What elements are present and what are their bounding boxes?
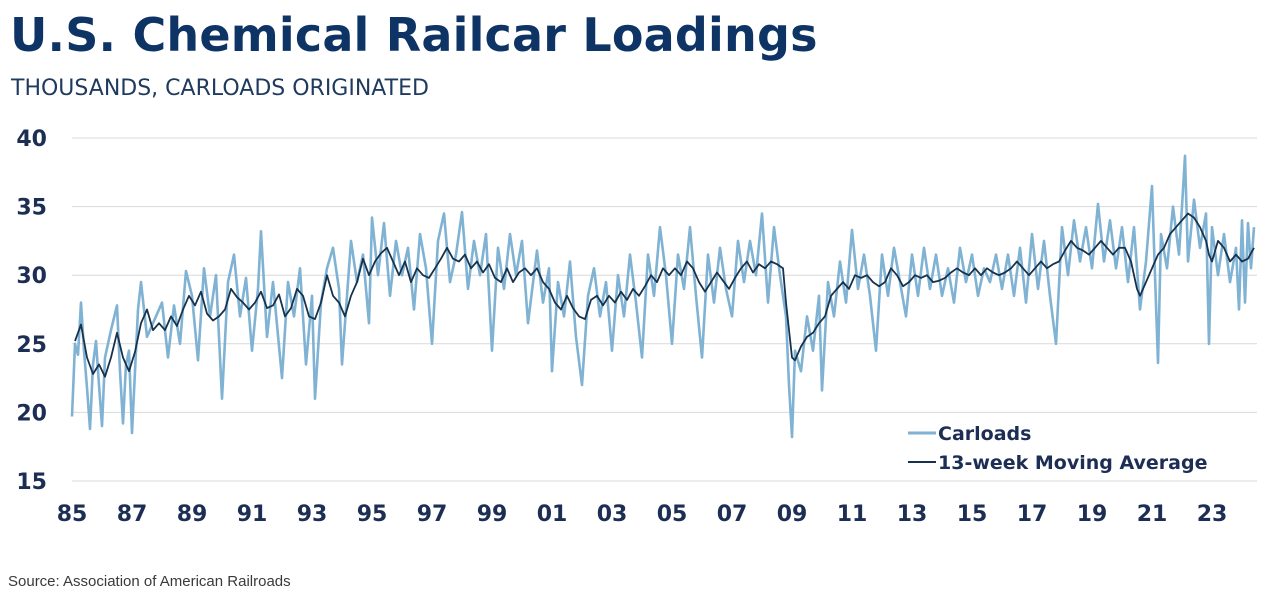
x-tick-label: 93 xyxy=(297,502,328,527)
x-tick-label: 03 xyxy=(597,502,628,527)
x-tick-label: 09 xyxy=(777,502,808,527)
x-tick-label: 99 xyxy=(477,502,508,527)
x-tick-label: 91 xyxy=(237,502,268,527)
y-tick-label: 20 xyxy=(16,401,47,426)
x-tick-label: 89 xyxy=(177,502,208,527)
series-lines xyxy=(70,154,1256,439)
x-tick-label: 97 xyxy=(417,502,448,527)
x-tick-label: 01 xyxy=(537,502,568,527)
x-tick-label: 21 xyxy=(1137,502,1168,527)
source-note: Source: Association of American Railroad… xyxy=(8,573,291,590)
y-tick-label: 40 xyxy=(16,127,47,152)
x-tick-label: 23 xyxy=(1197,502,1228,527)
x-tick-label: 15 xyxy=(957,502,988,527)
x-tick-label: 19 xyxy=(1077,502,1108,527)
x-axis-ticks: 85 87 89 91 93 95 97 99 01 03 05 07 09 11 13 15 17 19 21 23 xyxy=(57,502,1228,527)
x-tick-label: 13 xyxy=(897,502,928,527)
x-tick-label: 11 xyxy=(837,502,868,527)
y-tick-label: 15 xyxy=(16,470,47,495)
y-tick-label: 30 xyxy=(16,264,47,289)
legend-label-moving-average: 13-week Moving Average xyxy=(938,452,1207,474)
legend: Carloads 13-week Moving Average xyxy=(908,423,1207,474)
legend-label-carloads: Carloads xyxy=(938,423,1031,445)
y-tick-label: 25 xyxy=(16,333,47,358)
x-tick-label: 87 xyxy=(117,502,148,527)
x-tick-label: 07 xyxy=(717,502,748,527)
chart-subtitle: THOUSANDS, CARLOADS ORIGINATED xyxy=(11,76,429,101)
series-line-moving-average xyxy=(74,212,1255,378)
x-tick-label: 85 xyxy=(57,502,88,527)
x-tick-label: 17 xyxy=(1017,502,1048,527)
chart-title: U.S. Chemical Railcar Loadings xyxy=(10,8,818,62)
y-axis-ticks: 15 20 25 30 35 40 xyxy=(16,127,47,495)
x-tick-label: 05 xyxy=(657,502,688,527)
series-line-carloads xyxy=(70,154,1256,439)
y-tick-label: 35 xyxy=(16,196,47,221)
x-tick-label: 95 xyxy=(357,502,388,527)
